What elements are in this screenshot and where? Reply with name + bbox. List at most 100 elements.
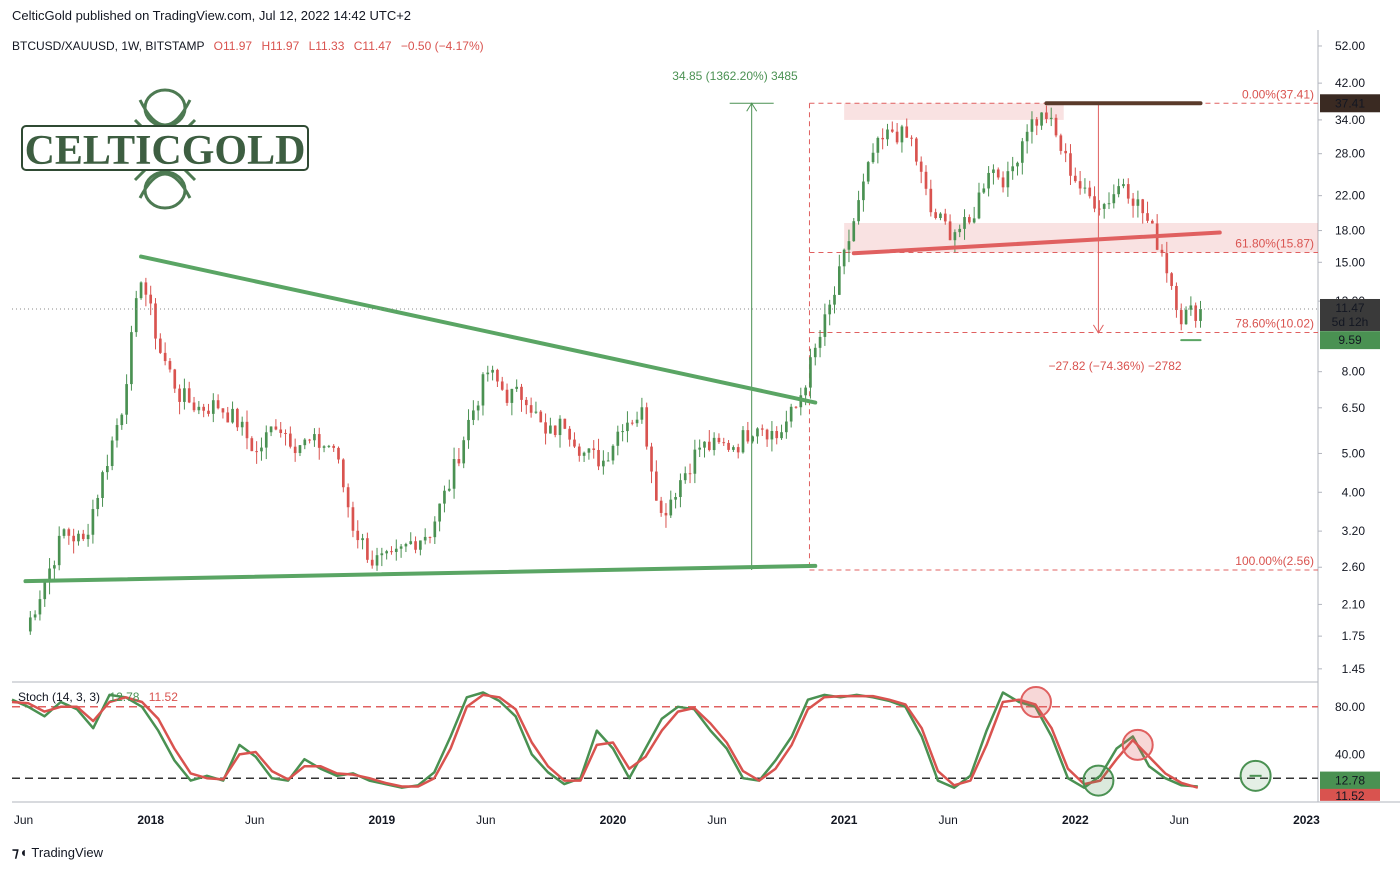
candle-body bbox=[833, 294, 836, 305]
candle-body bbox=[650, 446, 653, 472]
candle-body bbox=[375, 555, 379, 566]
candle-body bbox=[1126, 184, 1130, 199]
candle-body bbox=[529, 405, 533, 413]
measure-up-arrowhead bbox=[746, 102, 758, 112]
ohlc-low: L11.33 bbox=[309, 39, 345, 53]
candle-body bbox=[1112, 194, 1116, 204]
candle-body bbox=[915, 138, 918, 162]
ohlc-open: O11.97 bbox=[214, 39, 253, 53]
candle-body bbox=[968, 217, 971, 223]
candle-body bbox=[289, 433, 292, 447]
time-tick-label: Jun bbox=[1170, 813, 1189, 827]
candle-body bbox=[1199, 308, 1202, 321]
candle-body bbox=[568, 428, 571, 440]
price-tick-label: 52.00 bbox=[1335, 39, 1365, 53]
candle-body bbox=[346, 487, 350, 508]
time-tick-label: 2022 bbox=[1062, 813, 1089, 827]
last-price-bg bbox=[1320, 298, 1380, 331]
time-tick-label: 2021 bbox=[831, 813, 858, 827]
candle-body bbox=[924, 171, 928, 189]
grid bbox=[12, 30, 1400, 803]
candle-body bbox=[332, 445, 336, 448]
candle-body bbox=[221, 408, 225, 413]
stoch-highlight-circle bbox=[1019, 686, 1052, 719]
price-tick-label: 28.00 bbox=[1335, 147, 1365, 161]
candle-body bbox=[910, 137, 913, 139]
candle-body bbox=[1001, 177, 1005, 188]
candle-body bbox=[491, 369, 494, 373]
candle-body bbox=[804, 387, 807, 396]
fib-level-label: 61.80%(15.87) bbox=[1235, 236, 1314, 250]
measure-down-arrowhead bbox=[1092, 324, 1104, 334]
candle-body bbox=[866, 162, 870, 182]
candle-body bbox=[173, 369, 177, 389]
stoch-series-k bbox=[11, 691, 1198, 789]
candle-body bbox=[317, 434, 321, 448]
candle-body bbox=[86, 534, 90, 540]
time-tick-label: Jun bbox=[476, 813, 495, 827]
candle-body bbox=[1030, 119, 1034, 132]
price-tag-support: 9.59 bbox=[1338, 333, 1362, 347]
price-tick-label: 22.00 bbox=[1335, 189, 1365, 203]
price-tick-label: 3.20 bbox=[1342, 524, 1366, 538]
candle-body bbox=[187, 388, 191, 403]
candle-body bbox=[1016, 162, 1019, 167]
candle-body bbox=[178, 388, 181, 402]
fibonacci-layer: 0.00%(37.41) 61.80%(15.87) 78.60%(10.02) 10… bbox=[808, 87, 1318, 571]
candle-body bbox=[43, 582, 47, 600]
stoch-d-value: 11.52 bbox=[149, 690, 178, 704]
candle-body bbox=[322, 446, 326, 448]
candle-body bbox=[101, 472, 104, 498]
candle-body bbox=[881, 137, 885, 140]
candle-body bbox=[390, 551, 393, 553]
candle-body bbox=[264, 432, 268, 448]
candle-body bbox=[770, 431, 774, 440]
candle-body bbox=[380, 553, 384, 556]
ohlc-close: C11.47 bbox=[354, 39, 392, 53]
candle-body bbox=[81, 533, 85, 540]
candle-body bbox=[958, 228, 962, 233]
candle-body bbox=[544, 422, 547, 434]
stoch-k-tag-bg bbox=[1320, 771, 1380, 790]
candle-body bbox=[602, 460, 605, 467]
candle-body bbox=[1141, 199, 1145, 214]
candle-body bbox=[963, 217, 966, 229]
candle-body bbox=[1194, 305, 1198, 321]
candle-body bbox=[813, 347, 817, 358]
candle-body bbox=[664, 512, 668, 516]
candle-body bbox=[683, 473, 687, 481]
candle-body bbox=[703, 441, 706, 448]
candle-body bbox=[1073, 175, 1077, 182]
candle-body bbox=[1059, 135, 1063, 151]
time-tick-label: Jun bbox=[14, 813, 33, 827]
candle-body bbox=[260, 447, 263, 452]
candle-body bbox=[202, 406, 205, 411]
candle-body bbox=[611, 445, 615, 461]
time-tick-label: Jun bbox=[707, 813, 726, 827]
candle-body bbox=[351, 507, 355, 531]
candle-body bbox=[1064, 150, 1067, 154]
candle-body bbox=[115, 425, 119, 441]
candle-body bbox=[698, 447, 702, 450]
candle-body bbox=[1131, 198, 1135, 206]
resistance-zone bbox=[844, 103, 1064, 120]
candle-body bbox=[62, 529, 66, 536]
candle-body bbox=[929, 188, 933, 213]
tradingview-footer[interactable]: ⁊◖ TradingView bbox=[12, 844, 103, 861]
candle-body bbox=[780, 432, 783, 439]
candle-body bbox=[467, 419, 470, 441]
candle-body bbox=[33, 614, 37, 618]
price-tick-label: 5.00 bbox=[1342, 446, 1366, 460]
candle-body bbox=[139, 282, 143, 299]
price-tick-label: 2.60 bbox=[1342, 560, 1366, 574]
candle-body bbox=[149, 294, 153, 304]
candle-body bbox=[399, 546, 403, 549]
measure-down-label: −27.82 (−74.36%) −2782 bbox=[1048, 359, 1181, 373]
candle-body bbox=[1078, 181, 1082, 189]
candle-body bbox=[818, 336, 822, 348]
candle-body bbox=[592, 448, 596, 450]
candle-body bbox=[163, 352, 167, 362]
candle-body bbox=[765, 429, 769, 440]
